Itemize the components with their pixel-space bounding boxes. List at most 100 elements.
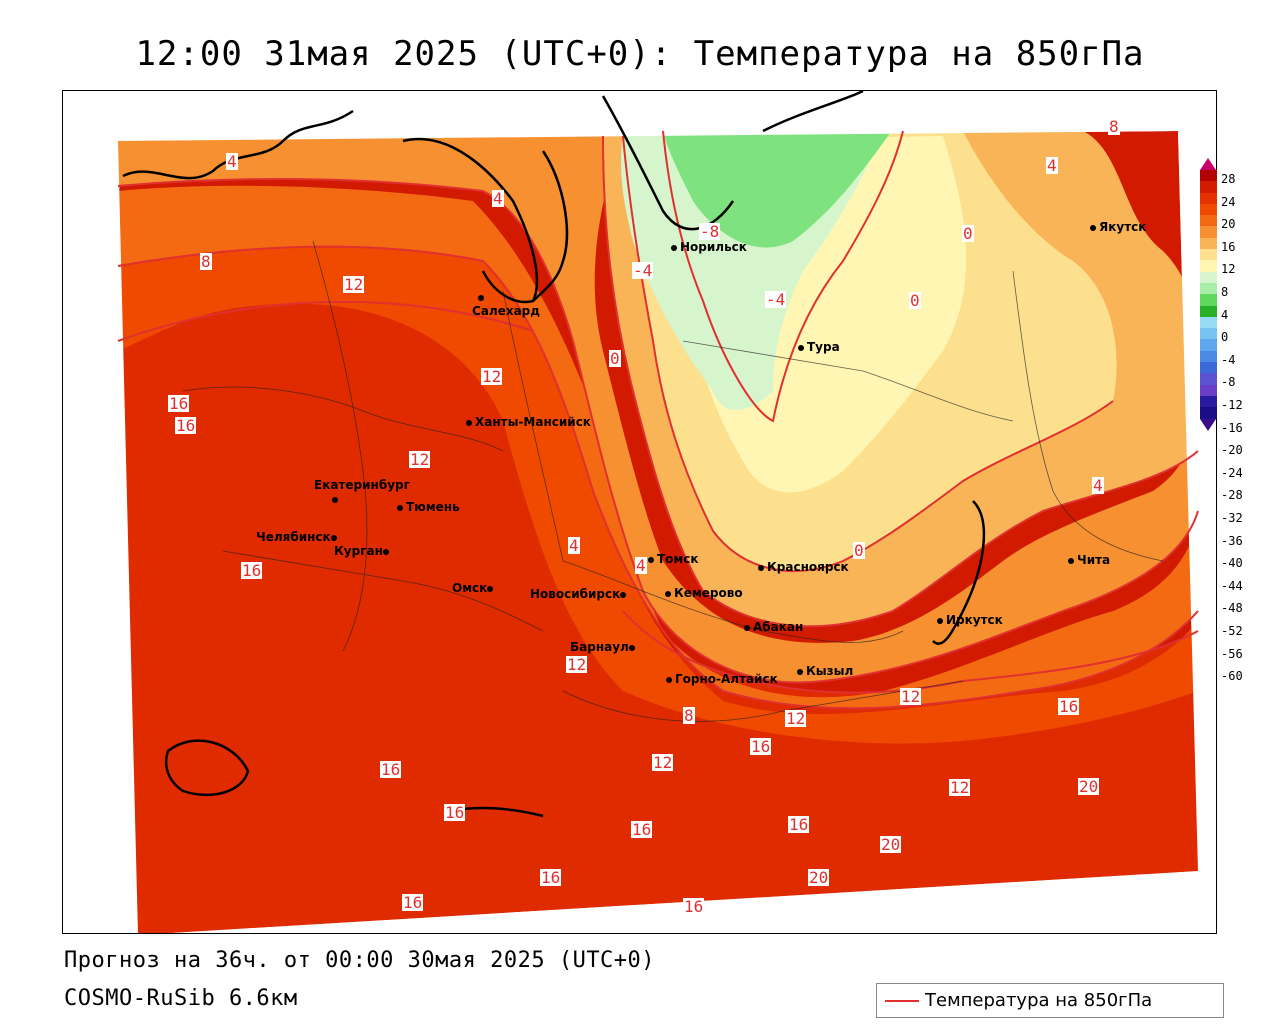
temp-band-12 — [118, 241, 1198, 744]
contour-label: 16 — [683, 897, 705, 916]
legend: Температура на 850гПа — [876, 983, 1224, 1018]
forecast-info: Прогноз на 36ч. от 00:00 30мая 2025 (UTC… — [64, 948, 656, 973]
city-dot-icon — [1090, 224, 1096, 231]
city-dot-icon — [797, 668, 803, 675]
city-dot-icon — [665, 590, 671, 597]
contour-label: 8 — [200, 252, 212, 271]
colorbar-segment — [1200, 339, 1217, 351]
city-dot-icon — [332, 496, 338, 503]
colorbar-tick-label: -52 — [1221, 624, 1243, 638]
colorbar-tick-label: 0 — [1221, 330, 1229, 345]
contour-label: 0 — [962, 224, 974, 243]
colorbar-segment — [1200, 294, 1217, 306]
contour-label: 16 — [402, 893, 424, 912]
temp-band-minus16 — [663, 129, 893, 248]
city-barnaul: Барнаул — [570, 640, 638, 654]
colorbar-tick-label: -60 — [1221, 669, 1243, 684]
city-dot-icon — [744, 624, 750, 631]
city-dot-icon — [397, 504, 403, 511]
contour-label: 12 — [900, 687, 922, 706]
colorbar-segment — [1200, 362, 1217, 374]
colorbar-segment — [1200, 181, 1217, 193]
city-dot-icon — [620, 591, 627, 598]
colorbar-tick-label: -12 — [1221, 398, 1243, 412]
contour-label: 8 — [683, 706, 695, 725]
city-chita: Чита — [1068, 553, 1110, 567]
city-chelyabinsk: Челябинск — [256, 530, 340, 544]
colorbar-tick-label: -48 — [1221, 601, 1243, 616]
colorbar-segment — [1200, 305, 1217, 317]
model-name: COSMO-RuSib 6.6км — [64, 986, 298, 1011]
contour-label: 16 — [380, 760, 402, 779]
colorbar-segment — [1200, 407, 1217, 419]
city-kurgan: Курган — [334, 544, 392, 558]
colorbar-segment — [1200, 215, 1217, 227]
colorbar-segment — [1200, 249, 1217, 261]
contour-label: 12 — [785, 709, 807, 728]
temp-band-4 — [118, 133, 1198, 683]
colorbar-tick-label: -32 — [1221, 511, 1243, 525]
contour-label: 8 — [1108, 117, 1120, 136]
contour-label: -8 — [699, 222, 721, 241]
colorbar-bottom-arrow-icon — [1200, 418, 1216, 431]
city-ekaterinburg: Екатеринбург — [314, 478, 410, 506]
colorbar-tick-label: 4 — [1221, 307, 1229, 322]
colorbar-tick-label: -40 — [1221, 556, 1243, 571]
contour-label: 16 — [175, 416, 197, 435]
colorbar-segment — [1200, 226, 1217, 238]
colorbar-tick-label: -8 — [1221, 375, 1236, 390]
city-dot-icon — [330, 534, 337, 541]
coastlines — [122, 91, 986, 818]
admin-boundaries — [182, 240, 1164, 722]
contour-label: 16 — [444, 803, 466, 822]
city-yakutsk: Якутск — [1090, 220, 1146, 234]
colorbar-segment — [1200, 170, 1217, 182]
colorbar-tick-label: 24 — [1221, 194, 1236, 209]
city-irkutsk: Иркутск — [937, 613, 1003, 627]
colorbar-tick-label: 20 — [1221, 217, 1236, 232]
contour-label: 4 — [492, 189, 504, 208]
city-dot-icon — [382, 548, 389, 555]
colorbar-tick-label: -56 — [1221, 646, 1243, 661]
contour-label: 0 — [609, 349, 621, 368]
city-krasnoyarsk: Красноярск — [758, 560, 849, 574]
city-khanty-mansiysk: Ханты-Мансийск — [466, 415, 591, 429]
contour-label: 0 — [853, 541, 865, 560]
city-dot-icon — [666, 676, 672, 683]
isotherms — [117, 130, 1199, 710]
map-title: 12:00 31мая 2025 (UTC+0): Температура на… — [135, 34, 1145, 74]
colorbar-segment — [1200, 384, 1217, 396]
city-kemerovo: Кемерово — [665, 586, 743, 600]
city-gorno-altaysk: Горно-Алтайск — [666, 672, 778, 686]
contour-label: 20 — [880, 835, 902, 854]
city-dot-icon — [1068, 557, 1074, 564]
colorbar-segment — [1200, 316, 1217, 329]
contour-label: -4 — [632, 261, 654, 280]
colorbar-tick-label: -36 — [1221, 533, 1243, 548]
city-omsk: Омск — [452, 581, 496, 595]
colorbar-tick-label: 12 — [1221, 262, 1236, 277]
city-dot-icon — [487, 585, 494, 592]
colorbar-segment — [1200, 203, 1217, 216]
colorbar-tick-label: -4 — [1221, 352, 1236, 367]
contour-label: 16 — [1058, 697, 1080, 716]
colorbar-tick-label: -28 — [1221, 488, 1243, 503]
map-area — [62, 90, 1217, 934]
colorbar-top-arrow-icon — [1200, 158, 1216, 170]
colorbar-tick-label: -20 — [1221, 443, 1243, 458]
contour-label: 12 — [949, 778, 971, 797]
colorbar-segment — [1200, 373, 1217, 385]
city-tyumen: Тюмень — [397, 500, 460, 514]
contour-label: 4 — [1092, 476, 1104, 495]
city-dot-icon — [466, 419, 472, 426]
contour-label: 4 — [226, 152, 238, 171]
city-dot-icon — [798, 344, 804, 351]
contour-label: 4 — [1046, 156, 1058, 175]
contour-label: 12 — [343, 275, 365, 294]
contour-label: 16 — [788, 815, 810, 834]
colorbar-tick-label: -16 — [1221, 420, 1243, 435]
city-tomsk: Томск — [648, 552, 699, 566]
contour-label: 16 — [168, 394, 190, 413]
city-kyzyl: Кызыл — [797, 664, 853, 678]
contour-label: -4 — [765, 290, 787, 309]
